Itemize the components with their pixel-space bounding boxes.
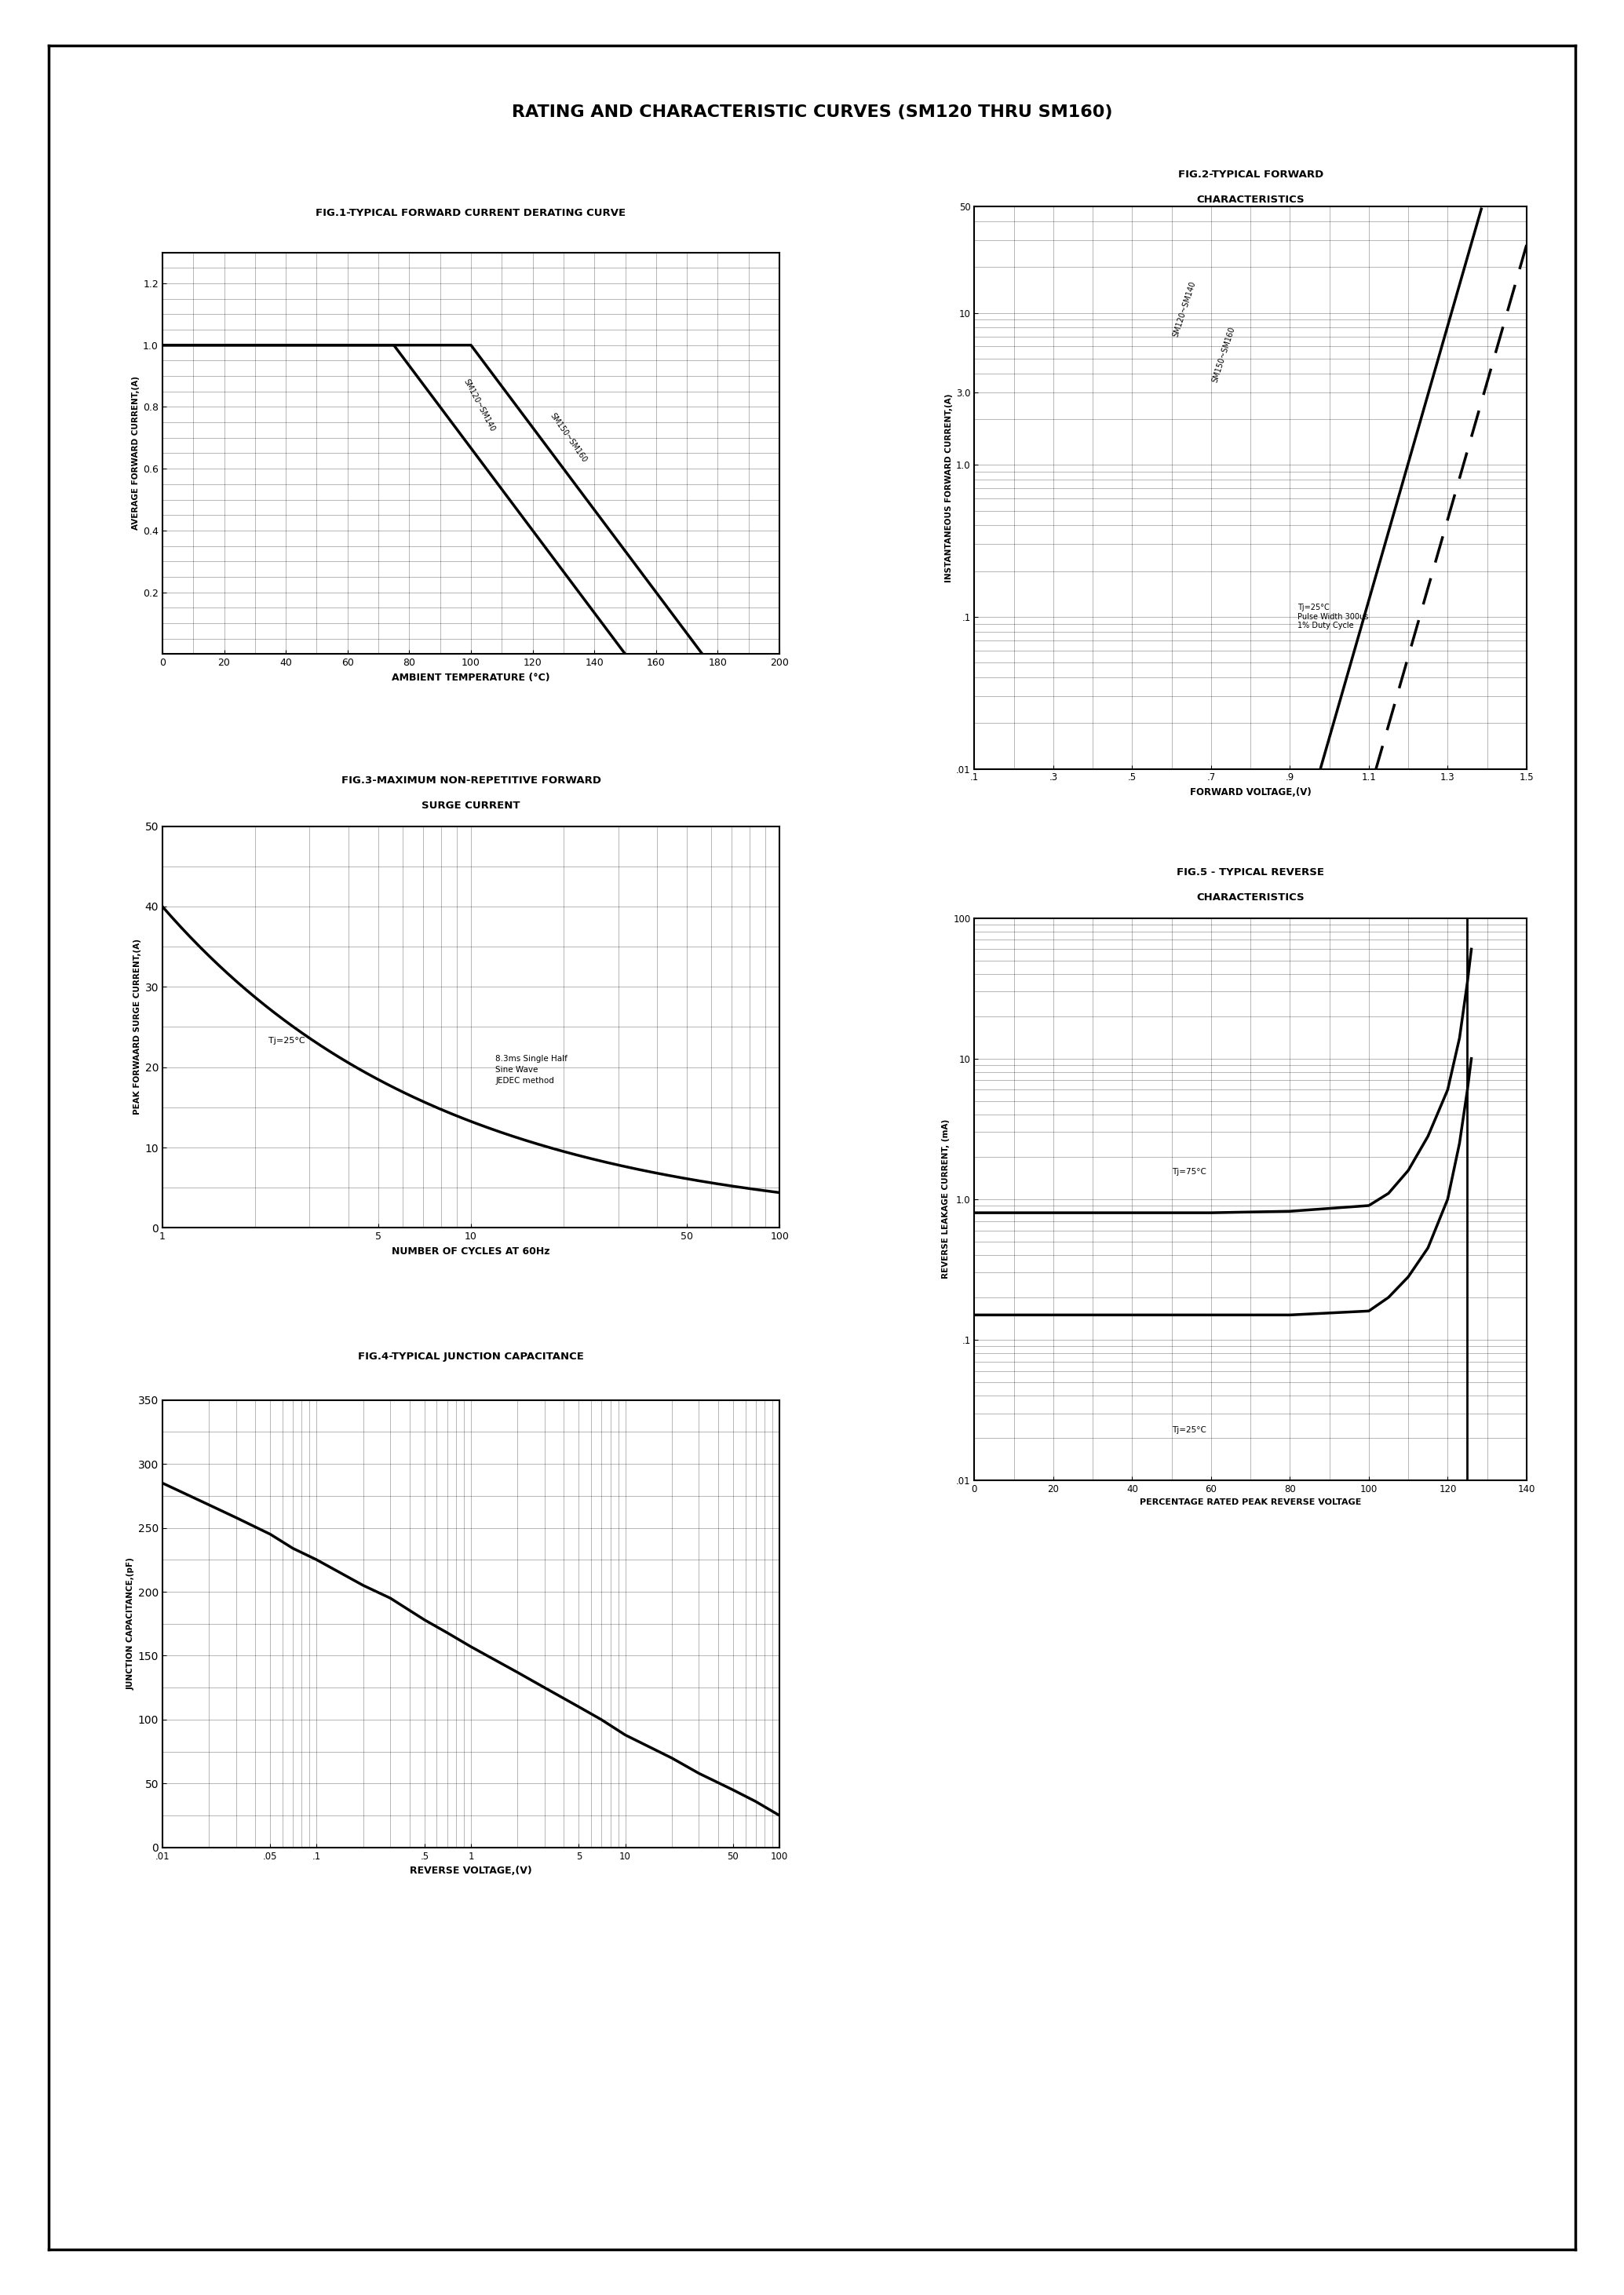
Y-axis label: REVERSE LEAKAGE CURRENT, (mA): REVERSE LEAKAGE CURRENT, (mA) <box>942 1120 950 1278</box>
Text: SM150~SM160: SM150~SM160 <box>549 411 588 464</box>
Text: FIG.2-TYPICAL FORWARD: FIG.2-TYPICAL FORWARD <box>1177 170 1324 179</box>
Text: 8.3ms Single Half
Sine Wave
JEDEC method: 8.3ms Single Half Sine Wave JEDEC method <box>495 1056 567 1086</box>
Text: FIG.5 - TYPICAL REVERSE: FIG.5 - TYPICAL REVERSE <box>1177 868 1324 877</box>
X-axis label: REVERSE VOLTAGE,(V): REVERSE VOLTAGE,(V) <box>409 1866 533 1875</box>
Text: SURGE CURRENT: SURGE CURRENT <box>422 801 520 810</box>
Y-axis label: AVERAGE FORWARD CURRENT,(A): AVERAGE FORWARD CURRENT,(A) <box>132 376 140 530</box>
X-axis label: PERCENTAGE RATED PEAK REVERSE VOLTAGE: PERCENTAGE RATED PEAK REVERSE VOLTAGE <box>1140 1499 1361 1506</box>
Text: Tj=25°C: Tj=25°C <box>1171 1425 1207 1434</box>
Text: Tj=75°C: Tj=75°C <box>1171 1168 1207 1175</box>
Text: FIG.1-TYPICAL FORWARD CURRENT DERATING CURVE: FIG.1-TYPICAL FORWARD CURRENT DERATING C… <box>317 209 625 218</box>
Text: SM150~SM160: SM150~SM160 <box>1212 326 1236 383</box>
Text: FIG.3-MAXIMUM NON-REPETITIVE FORWARD: FIG.3-MAXIMUM NON-REPETITIVE FORWARD <box>341 776 601 785</box>
Y-axis label: PEAK FORWAARD SURGE CURRENT,(A): PEAK FORWAARD SURGE CURRENT,(A) <box>133 939 141 1115</box>
Text: SM120~SM140: SM120~SM140 <box>1171 280 1197 337</box>
Y-axis label: JUNCTION CAPACITANCE,(pF): JUNCTION CAPACITANCE,(pF) <box>127 1558 135 1689</box>
Text: RATING AND CHARACTERISTIC CURVES (SM120 THRU SM160): RATING AND CHARACTERISTIC CURVES (SM120 … <box>512 106 1112 119</box>
Y-axis label: INSTANTANEOUS FORWARD CURRENT,(A): INSTANTANEOUS FORWARD CURRENT,(A) <box>945 392 953 583</box>
Text: FIG.4-TYPICAL JUNCTION CAPACITANCE: FIG.4-TYPICAL JUNCTION CAPACITANCE <box>357 1352 585 1361</box>
Text: Tj=25°C: Tj=25°C <box>268 1037 305 1044</box>
Text: CHARACTERISTICS: CHARACTERISTICS <box>1197 893 1304 902</box>
Text: CHARACTERISTICS: CHARACTERISTICS <box>1197 195 1304 204</box>
X-axis label: AMBIENT TEMPERATURE (°C): AMBIENT TEMPERATURE (°C) <box>391 672 551 682</box>
X-axis label: FORWARD VOLTAGE,(V): FORWARD VOLTAGE,(V) <box>1190 787 1311 796</box>
Text: SM120~SM140: SM120~SM140 <box>461 379 495 434</box>
Text: Tj=25°C
Pulse Width 300us
1% Duty Cycle: Tj=25°C Pulse Width 300us 1% Duty Cycle <box>1298 604 1369 629</box>
X-axis label: NUMBER OF CYCLES AT 60Hz: NUMBER OF CYCLES AT 60Hz <box>391 1246 551 1255</box>
